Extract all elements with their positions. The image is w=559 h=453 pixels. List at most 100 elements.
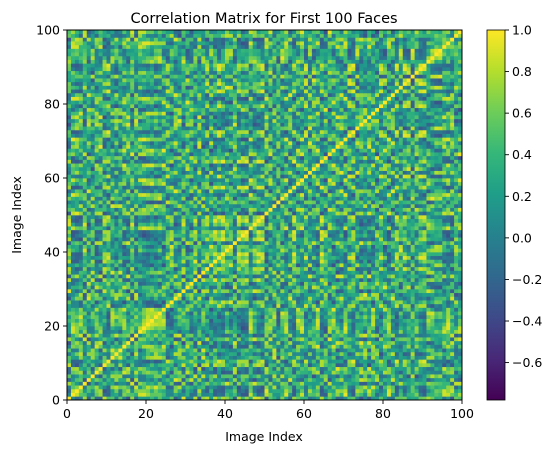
heatmap-cell (260, 322, 265, 327)
heatmap-cell (363, 307, 368, 312)
heatmap-cell (86, 237, 92, 242)
heatmap-cell (430, 340, 435, 345)
heatmap-cell (225, 259, 230, 264)
heatmap-cell (327, 292, 332, 297)
heatmap-cell (458, 259, 463, 264)
heatmap-cell (185, 296, 190, 301)
heatmap-cell (272, 296, 277, 301)
heatmap-cell (225, 244, 230, 249)
heatmap-cell (114, 215, 119, 220)
heatmap-cell (327, 277, 332, 282)
heatmap-cell (110, 252, 115, 257)
heatmap-cell (304, 337, 309, 342)
heatmap-cell (169, 307, 174, 312)
heatmap-cell (217, 381, 222, 386)
heatmap-cell (327, 344, 332, 349)
heatmap-cell (386, 292, 392, 297)
heatmap-cell (446, 392, 451, 397)
heatmap-cell (252, 289, 257, 294)
heatmap-cell (142, 326, 147, 331)
heatmap-cell (138, 289, 143, 294)
heatmap-cell (272, 289, 277, 294)
heatmap-cell (260, 355, 265, 360)
heatmap-cell (458, 333, 463, 338)
heatmap-cell (268, 252, 273, 257)
heatmap-cell (138, 277, 143, 282)
heatmap-cell (458, 344, 463, 349)
heatmap-cell (418, 303, 423, 308)
heatmap-cell (359, 381, 364, 386)
heatmap-cell (240, 289, 246, 294)
heatmap-cell (213, 237, 218, 242)
heatmap-cell (355, 240, 360, 245)
heatmap-cell (70, 374, 76, 379)
heatmap-cell (292, 363, 297, 368)
heatmap-cell (398, 311, 404, 316)
heatmap-cell (90, 244, 95, 249)
heatmap-cell (142, 229, 147, 234)
heatmap-cell (260, 240, 265, 245)
heatmap-cell (228, 348, 234, 353)
heatmap-cell (67, 292, 72, 297)
heatmap-cell (311, 218, 317, 223)
heatmap-cell (201, 281, 206, 286)
heatmap-cell (323, 244, 329, 249)
heatmap-cell (248, 381, 253, 386)
heatmap-cell (240, 348, 246, 353)
heatmap-cell (102, 307, 107, 312)
heatmap-cell (67, 248, 72, 253)
heatmap-cell (383, 233, 388, 238)
heatmap-cell (82, 348, 88, 353)
heatmap-cell (347, 252, 352, 257)
heatmap-cell (355, 329, 360, 334)
heatmap-cell (94, 322, 99, 327)
heatmap-cell (217, 237, 222, 242)
heatmap-cell (442, 388, 447, 393)
heatmap-cell (134, 396, 139, 401)
heatmap-cell (434, 218, 439, 223)
heatmap-cell (256, 240, 261, 245)
heatmap-cell (240, 392, 246, 397)
heatmap-cell (331, 318, 336, 323)
heatmap-cell (454, 222, 459, 227)
heatmap-cell (351, 370, 356, 375)
heatmap-cell (307, 289, 313, 294)
heatmap-cell (343, 289, 348, 294)
heatmap-cell (367, 237, 372, 242)
heatmap-cell (82, 359, 88, 364)
heatmap-cell (375, 237, 380, 242)
heatmap-cell (217, 270, 222, 275)
heatmap-cell (402, 263, 408, 268)
heatmap-cell (379, 344, 384, 349)
heatmap-cell (260, 296, 265, 301)
heatmap-cell (284, 277, 289, 282)
heatmap-cell (264, 333, 269, 338)
heatmap-cell (78, 266, 84, 271)
heatmap-cell (383, 240, 388, 245)
heatmap-cell (252, 366, 257, 371)
heatmap-cell (130, 270, 135, 275)
heatmap-cell (442, 318, 447, 323)
heatmap-cell (268, 255, 273, 260)
heatmap-cell (205, 355, 210, 360)
heatmap-cell (126, 237, 131, 242)
heatmap-cell (244, 314, 250, 319)
heatmap-cell (454, 218, 459, 223)
heatmap-cell (209, 392, 214, 397)
heatmap-cell (315, 285, 321, 290)
heatmap-cell (110, 326, 115, 331)
heatmap-cell (228, 366, 234, 371)
heatmap-cell (244, 381, 250, 386)
heatmap-cell (149, 392, 155, 397)
heatmap-cell (319, 240, 325, 245)
heatmap-cell (442, 329, 447, 334)
heatmap-cell (454, 303, 459, 308)
heatmap-cell (434, 374, 439, 379)
heatmap-cell (193, 314, 198, 319)
heatmap-cell (268, 277, 273, 282)
heatmap-cell (359, 351, 364, 356)
heatmap-cell (367, 381, 372, 386)
heatmap-cell (268, 296, 273, 301)
heatmap-cell (272, 326, 277, 331)
heatmap-cell (327, 337, 332, 342)
